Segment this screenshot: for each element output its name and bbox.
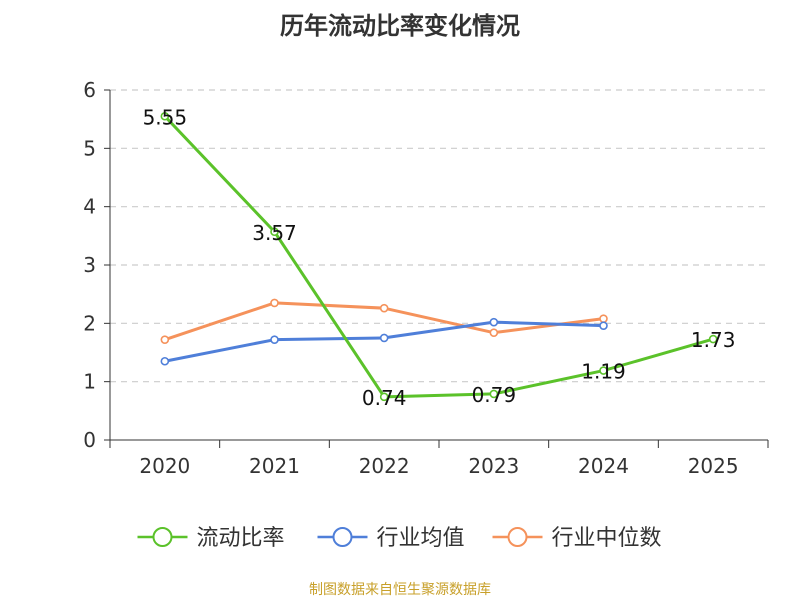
legend-swatch-marker (332, 527, 353, 547)
x-tick-label-2024: 2024 (578, 454, 629, 478)
legend-label: 行业中位数 (552, 526, 662, 551)
legend-swatch-marker (507, 527, 528, 547)
chart-title: 历年流动比率变化情况 (280, 12, 520, 40)
point-1-2021 (270, 335, 279, 344)
grid-lines (110, 89, 768, 383)
point-0-2023 (489, 389, 499, 399)
point-2-2020 (160, 335, 170, 344)
y-tick-label: 1 (83, 370, 96, 394)
legend-item-0: 流动比率 (137, 526, 285, 551)
data-label-2023: 0.79 (472, 383, 517, 407)
series-line-0 (163, 115, 714, 399)
point-2-2022 (379, 303, 389, 313)
legend-swatch-marker (152, 527, 173, 547)
y-tick-label: 2 (83, 311, 96, 335)
data-label-2025: 1.73 (691, 328, 736, 352)
x-tick-label-2022: 2022 (359, 454, 410, 478)
point-2-2021 (270, 298, 279, 308)
legend-label: 行业均值 (377, 526, 465, 551)
point-0-2022 (379, 392, 389, 402)
point-0-2020 (160, 111, 170, 121)
axes: 0 1 2 3 4 5 6 2020 2021 2022 2023 2024 2025 (83, 78, 769, 478)
point-0-2024 (599, 366, 608, 375)
data-label-2020: 5.55 (143, 105, 188, 129)
point-1-2020 (160, 356, 170, 366)
legend-item-2: 行业中位数 (492, 526, 662, 551)
y-tick-label: 6 (83, 78, 96, 102)
y-tick-label: 0 (83, 428, 96, 452)
data-label-2024: 1.19 (581, 360, 626, 384)
data-label-2021: 3.57 (252, 221, 297, 245)
point-0-2021 (270, 227, 279, 237)
y-tick-label: 5 (83, 136, 96, 160)
point-2-2024 (599, 314, 608, 323)
x-tick-label-2025: 2025 (688, 454, 739, 478)
y-tick-label: 4 (83, 195, 96, 219)
point-2-2023 (489, 328, 499, 337)
point-1-2022 (379, 333, 389, 343)
x-tick-label-2023: 2023 (468, 454, 519, 478)
legend-item-1: 行业均值 (317, 526, 465, 551)
data-label-2022: 0.74 (362, 386, 407, 410)
x-tick-label-2021: 2021 (249, 454, 300, 478)
point-1-2023 (489, 317, 499, 327)
legend: 流动比率 行业均值 行业中位数 (137, 526, 662, 551)
data-labels: 5.55 3.57 0.74 0.79 1.19 1.73 (143, 105, 736, 410)
source-note: 制图数据来自恒生聚源数据库 (309, 582, 491, 598)
point-0-2025 (708, 334, 718, 344)
x-tick-label-2020: 2020 (139, 454, 190, 478)
y-tick-label: 3 (83, 253, 96, 277)
legend-label: 流动比率 (197, 526, 285, 551)
series-lines (160, 111, 718, 402)
point-1-2024 (599, 321, 608, 330)
